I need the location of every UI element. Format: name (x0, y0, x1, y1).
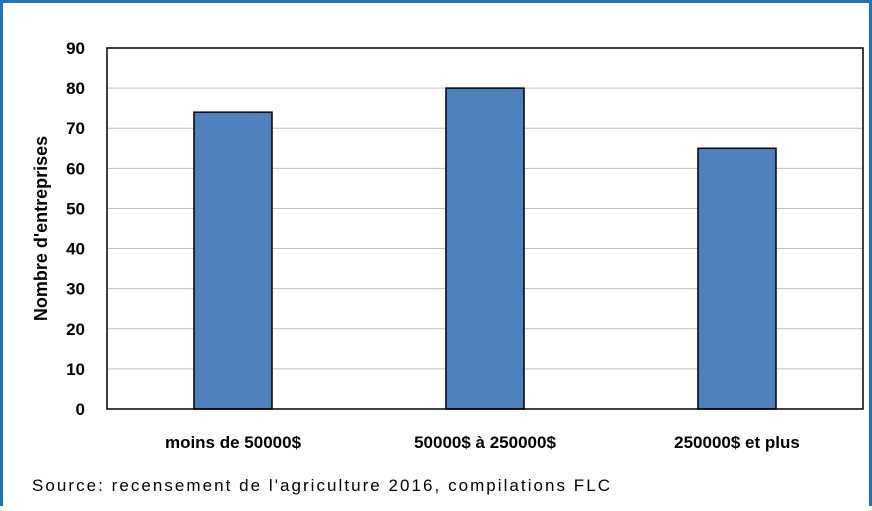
bar (445, 87, 525, 410)
bars (193, 87, 777, 410)
y-tick-label: 10 (66, 360, 85, 379)
bar-chart: 0 10 20 30 40 50 60 70 80 90 moins de 50000$ 50000… (31, 39, 864, 495)
y-tick-label: 20 (66, 320, 85, 339)
y-axis-title: Nombre d'entreprises (31, 136, 51, 321)
plot-area-border (106, 47, 864, 410)
y-tick-labels: 0 10 20 30 40 50 60 70 80 90 (66, 39, 85, 419)
y-tick-label: 50 (66, 199, 85, 218)
y-tick-label: 30 (66, 280, 85, 299)
y-tick-label: 0 (76, 400, 85, 419)
y-tick-label: 70 (66, 119, 85, 138)
y-tick-label: 80 (66, 79, 85, 98)
bar (193, 111, 273, 410)
x-category-label: 250000$ et plus (674, 433, 800, 452)
bar (697, 147, 777, 410)
source-note: Source: recensement de l'agriculture 201… (32, 476, 610, 495)
y-tick-label: 40 (66, 240, 85, 259)
x-category-labels: moins de 50000$ 50000$ à 250000$ 250000$ e… (165, 433, 800, 452)
y-tick-label: 90 (66, 39, 85, 58)
x-category-label: 50000$ à 250000$ (414, 433, 556, 452)
y-tick-label: 60 (66, 159, 85, 178)
x-category-label: moins de 50000$ (165, 433, 302, 452)
